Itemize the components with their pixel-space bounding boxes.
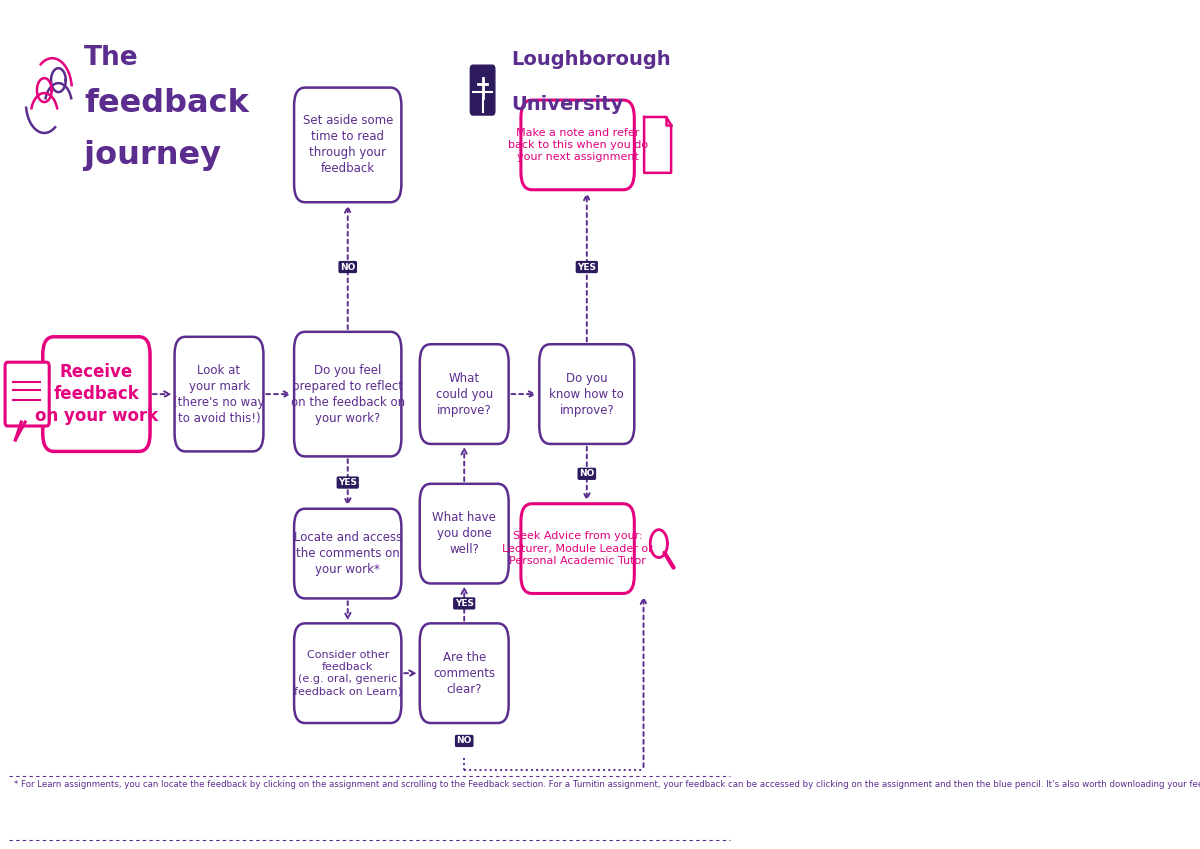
Text: Make a note and refer
back to this when you do
your next assignment: Make a note and refer back to this when … — [508, 127, 648, 162]
FancyBboxPatch shape — [294, 87, 401, 202]
FancyBboxPatch shape — [5, 363, 49, 426]
Text: University: University — [511, 95, 624, 114]
FancyBboxPatch shape — [521, 100, 635, 190]
FancyBboxPatch shape — [470, 65, 494, 115]
Text: What have
you done
well?: What have you done well? — [432, 511, 496, 556]
FancyBboxPatch shape — [43, 337, 150, 452]
Text: NO: NO — [456, 736, 472, 745]
FancyBboxPatch shape — [294, 623, 401, 723]
Text: journey: journey — [84, 140, 221, 171]
Text: Look at
your mark
(there's no way
to avoid this!): Look at your mark (there's no way to avo… — [173, 363, 265, 424]
FancyBboxPatch shape — [420, 623, 509, 723]
Text: Consider other
feedback
(e.g. oral, generic
feedback on Learn): Consider other feedback (e.g. oral, gene… — [294, 649, 402, 697]
FancyBboxPatch shape — [420, 484, 509, 583]
FancyBboxPatch shape — [174, 337, 264, 452]
Text: Seek Advice from your:
Lecturer, Module Leader or
Personal Academic Tutor: Seek Advice from your: Lecturer, Module … — [503, 531, 653, 566]
FancyBboxPatch shape — [539, 344, 635, 444]
Text: Receive
feedback
on your work: Receive feedback on your work — [35, 363, 158, 425]
FancyBboxPatch shape — [294, 332, 401, 457]
Text: Locate and access
the comments on
your work*: Locate and access the comments on your w… — [294, 531, 402, 576]
Text: What
could you
improve?: What could you improve? — [436, 372, 493, 417]
Text: NO: NO — [340, 262, 355, 272]
Text: NO: NO — [580, 469, 594, 478]
FancyBboxPatch shape — [521, 503, 635, 593]
Text: YES: YES — [455, 599, 474, 608]
Text: feedback: feedback — [84, 88, 250, 119]
Polygon shape — [16, 422, 25, 440]
Text: * For Learn assignments, you can locate the feedback by clicking on the assignme: * For Learn assignments, you can locate … — [13, 780, 1200, 789]
Text: YES: YES — [577, 262, 596, 272]
Text: The: The — [84, 45, 139, 71]
FancyBboxPatch shape — [294, 509, 401, 599]
Text: Do you feel
prepared to reflect
on the feedback on
your work?: Do you feel prepared to reflect on the f… — [290, 363, 404, 424]
Text: Set aside some
time to read
through your
feedback: Set aside some time to read through your… — [302, 115, 392, 176]
Text: YES: YES — [338, 478, 358, 487]
Text: Loughborough: Loughborough — [511, 50, 671, 70]
FancyBboxPatch shape — [420, 344, 509, 444]
Text: Are the
comments
clear?: Are the comments clear? — [433, 650, 496, 695]
Text: Do you
know how to
improve?: Do you know how to improve? — [550, 372, 624, 417]
